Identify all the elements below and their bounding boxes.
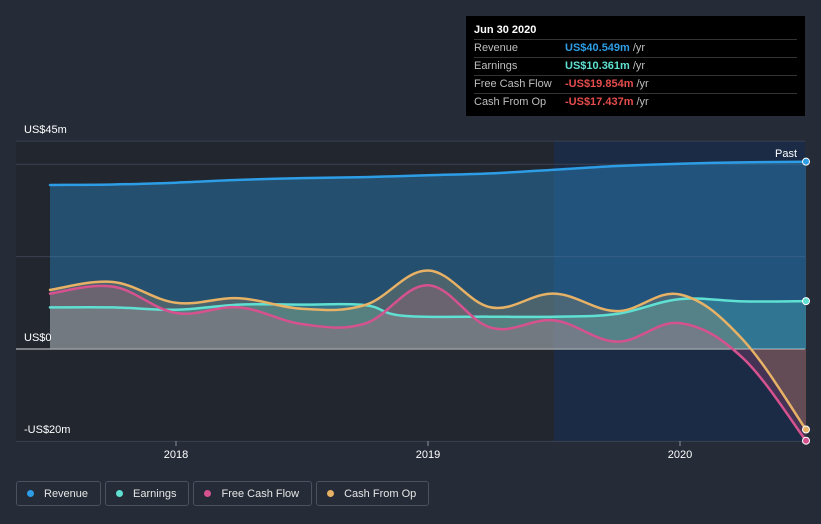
- line-free-cash-flow: [48, 283, 808, 442]
- tooltip-unit: /yr: [636, 96, 649, 108]
- tooltip-date: Jun 30 2020: [474, 22, 797, 40]
- x-tick-2020: 2020: [668, 449, 692, 461]
- legend-dot-icon: [204, 490, 212, 497]
- line-revenue: [48, 160, 808, 187]
- legend-label: Revenue: [44, 487, 89, 500]
- legend-item-cash-from-op[interactable]: Cash From Op: [316, 481, 430, 506]
- tooltip-value: -US$17.437m: [565, 96, 634, 108]
- tooltip-unit: /yr: [636, 78, 649, 90]
- line-cash-from-op: [48, 269, 808, 431]
- tooltip-row-revenue: Revenue US$40.549m /yr: [474, 40, 797, 58]
- area-free-cash-flow: [50, 285, 806, 441]
- tooltip-value: US$10.361m: [565, 60, 630, 72]
- y-label-bottom: -US$20m: [24, 424, 70, 436]
- x-tick-2019: 2019: [416, 449, 440, 461]
- legend-dot-icon: [327, 490, 335, 497]
- area-revenue: [50, 161, 806, 349]
- legend-label: Free Cash Flow: [221, 487, 300, 500]
- past-label: Past: [775, 148, 797, 160]
- tooltip-label: Revenue: [474, 42, 519, 54]
- chart-legend: Revenue Earnings Free Cash Flow Cash Fro…: [16, 481, 430, 508]
- legend-label: Cash From Op: [344, 487, 417, 500]
- legend-label: Earnings: [133, 487, 177, 500]
- tooltip-unit: /yr: [632, 42, 646, 54]
- tooltip-row-earnings: Earnings US$10.361m /yr: [474, 58, 797, 76]
- line-earnings: [48, 297, 808, 319]
- tooltip-label: Earnings: [474, 60, 518, 72]
- area-cash-from-op: [50, 270, 806, 430]
- tooltip-label: Free Cash Flow: [474, 78, 552, 90]
- legend-dot-icon: [116, 490, 124, 497]
- point-earnings-12: [802, 297, 810, 306]
- data-tooltip: Jun 30 2020 Revenue US$40.549m /yr Earni…: [466, 16, 805, 116]
- tooltip-unit: /yr: [632, 60, 646, 72]
- legend-item-earnings[interactable]: Earnings: [105, 481, 190, 506]
- x-tick-2018: 2018: [164, 449, 188, 461]
- recent-region-bg: [554, 141, 805, 441]
- tooltip-row-cfo: Cash From Op -US$17.437m /yr: [474, 94, 797, 111]
- tooltip-row-fcf: Free Cash Flow -US$19.854m /yr: [474, 76, 797, 94]
- area-earnings: [50, 298, 806, 349]
- legend-dot-icon: [27, 490, 34, 497]
- point-cash-from-op-12: [802, 425, 810, 434]
- y-label-top: US$45m: [24, 124, 67, 136]
- legend-item-revenue[interactable]: Revenue: [16, 481, 102, 506]
- tooltip-value: -US$19.854m: [565, 78, 634, 90]
- point-free-cash-flow-12: [802, 436, 810, 445]
- legend-item-free-cash-flow[interactable]: Free Cash Flow: [193, 481, 313, 506]
- tooltip-label: Cash From Op: [474, 96, 547, 108]
- point-revenue-12: [802, 157, 810, 166]
- tooltip-value: US$40.549m: [565, 42, 630, 54]
- y-label-zero: US$0: [24, 332, 52, 344]
